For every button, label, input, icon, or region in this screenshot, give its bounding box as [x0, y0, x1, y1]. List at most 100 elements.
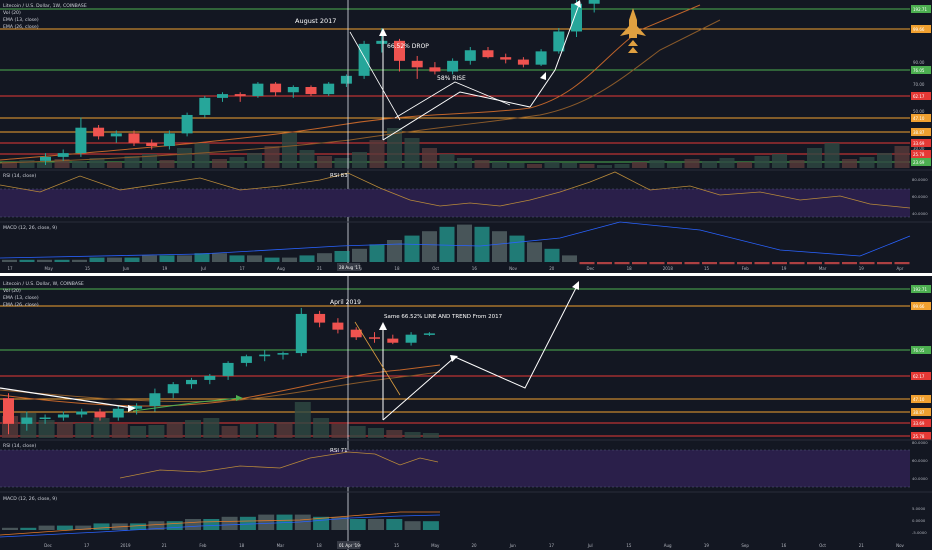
bottom-x-tick: Aug — [664, 543, 672, 548]
top-level-tag — [911, 139, 931, 147]
top-macd-bar — [439, 226, 455, 262]
bottom-x-tick: 17 — [549, 543, 555, 548]
bottom-level-tag — [911, 302, 931, 310]
top-rsi-tick: 60.0000 — [912, 194, 928, 199]
bottom-level-tag — [911, 372, 931, 380]
bottom-candle-body — [76, 411, 88, 415]
top-rsi-tick: 40.0000 — [912, 211, 928, 216]
top-volume-bar — [72, 161, 87, 168]
top-volume-bar — [404, 138, 420, 168]
top-volume-bar — [842, 159, 857, 168]
top-macd-line — [0, 221, 911, 259]
bottom-candle-body — [240, 356, 252, 363]
top-candle-body — [287, 87, 299, 93]
top-x-axis: 17May15Jun19Jul17Aug21Sep18Oct16Nov20Dec… — [7, 266, 903, 271]
top-volume-bar — [789, 160, 805, 168]
top-cursor-date: 28 Aug '17 — [339, 265, 361, 270]
bottom-candle-body — [423, 333, 435, 335]
top-volume-bar — [422, 148, 437, 168]
bottom-level-label: 47.10 — [913, 397, 925, 402]
top-macd-bar — [124, 257, 140, 262]
top-candle-body — [199, 97, 211, 115]
bottom-macd-tick: 0.0000 — [912, 518, 926, 523]
top-macd-bar — [894, 262, 910, 265]
top-candle-body — [93, 127, 105, 137]
bottom-panel: April 2019 Same 66.52% LINE AND TREND Fr… — [0, 276, 932, 550]
bottom-candle-body — [186, 379, 197, 385]
top-macd-bar — [544, 248, 560, 262]
down-trend-arrow — [0, 387, 134, 409]
top-macd-bar — [859, 262, 875, 265]
top-rsi-tick: 80.0000 — [912, 177, 928, 182]
top-volume-bar — [387, 128, 402, 168]
top-macd-bar — [474, 226, 490, 262]
bottom-drop-trend-line — [354, 321, 401, 396]
bottom-rsi-tick: 60.0000 — [912, 458, 928, 463]
bottom-cursor-date-bg — [337, 541, 360, 549]
bottom-x-tick: 15 — [626, 543, 632, 548]
bottom-volume-bar — [368, 428, 384, 438]
top-macd-label: MACD (12, 26, close, 9) — [3, 225, 57, 231]
top-volume-bar — [142, 154, 157, 168]
projection-mid-arrowhead — [450, 355, 458, 362]
top-macd-bar — [877, 262, 892, 265]
down-trend-arrowhead — [128, 405, 136, 412]
top-x-tick: Feb — [742, 266, 750, 271]
top-rsi-band — [0, 189, 910, 217]
top-macd-bar — [737, 262, 752, 265]
bottom-x-tick: 19 — [704, 543, 710, 548]
top-volume-bar — [527, 164, 542, 168]
top-x-tick: 15 — [704, 266, 710, 271]
top-macd-bar — [212, 253, 227, 262]
top-candle-body — [270, 83, 282, 93]
top-level-tag — [911, 114, 931, 122]
bottom-macd-line — [0, 511, 440, 536]
drop-trend-line — [349, 31, 401, 121]
bottom-candle-body — [369, 337, 380, 339]
top-macd-bar — [2, 259, 17, 262]
bottom-macd-bar — [185, 519, 201, 530]
top-x-tick: 19 — [859, 266, 865, 271]
top-candle-body — [128, 133, 140, 143]
bottom-macd-bar — [331, 516, 348, 530]
zigzag-arrow-a — [382, 91, 531, 141]
bottom-ema-line-2 — [0, 371, 441, 403]
bottom-candle-body — [387, 338, 399, 343]
top-macd-bar — [194, 253, 210, 262]
top-x-tick: Dec — [587, 266, 595, 271]
top-volume-bar — [632, 162, 647, 168]
top-volume-bar — [649, 160, 665, 168]
top-volume-bar — [54, 159, 70, 168]
top-volume-bar — [474, 160, 490, 168]
bottom-candle-body — [3, 398, 14, 424]
bottom-macd-bar — [75, 525, 92, 530]
top-price-ticks: 90.00 70.00 50.00 30.00 — [913, 60, 925, 151]
top-macd-bar — [719, 262, 735, 265]
top-macd-bar — [352, 248, 367, 262]
top-price-tick: 50.00 — [913, 109, 925, 114]
top-volume-bar — [684, 159, 700, 168]
top-macd-bar — [369, 244, 385, 262]
top-macd-bar — [177, 255, 192, 262]
top-volume-bar — [2, 162, 17, 168]
top-price-tick: 30.00 — [913, 146, 925, 151]
bottom-candle-body — [112, 408, 124, 418]
top-x-tick: Jul — [200, 266, 206, 271]
bottom-volume-bar — [349, 426, 366, 438]
bottom-volume-bar — [93, 418, 110, 438]
top-candle-body — [305, 87, 317, 95]
bottom-x-tick: Nov — [896, 543, 904, 548]
bottom-volume-bar — [185, 420, 201, 438]
top-macd-bar — [19, 259, 35, 262]
top-macd-bar — [282, 257, 297, 262]
bottom-candle-body — [259, 354, 271, 357]
bottom-candle-body — [350, 329, 362, 338]
annotation-rise: 58% RISE — [437, 75, 466, 82]
bottom-x-tick: Feb — [199, 543, 207, 548]
bottom-legend-symbol: Litecoin / U.S. Dollar, W, COINBASE — [3, 281, 84, 287]
top-volume-bar — [89, 158, 105, 168]
bottom-candle-body — [295, 313, 307, 354]
top-volume-bar — [194, 143, 210, 168]
annotation-april: April 2019 — [330, 299, 361, 306]
